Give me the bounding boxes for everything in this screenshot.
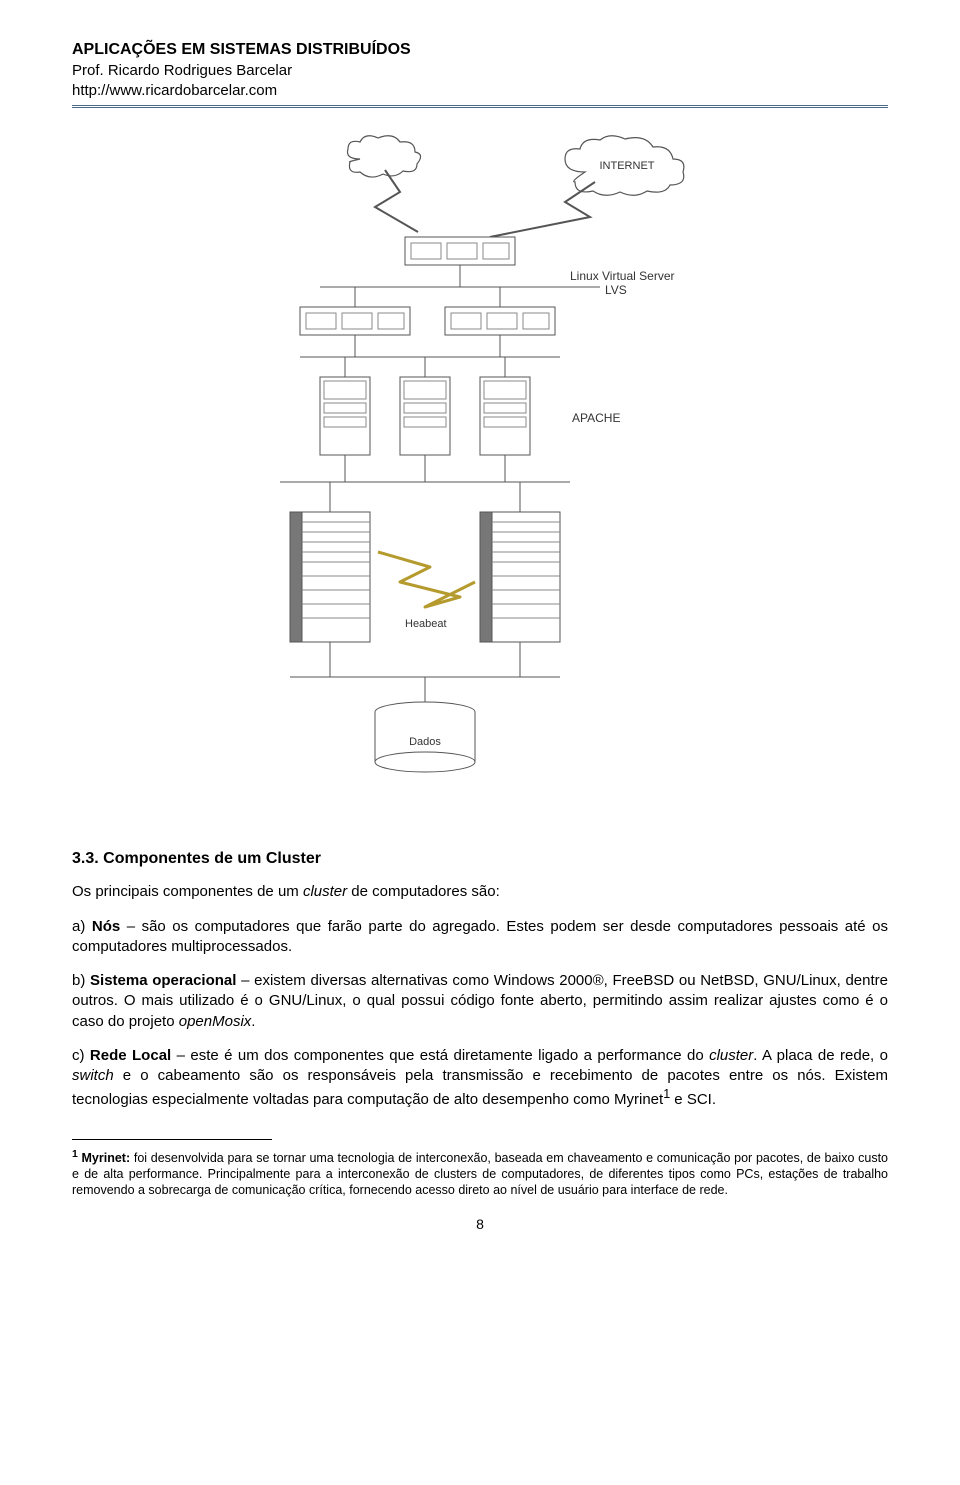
c-body1: – este é um dos componentes que está dir… xyxy=(171,1047,709,1064)
section-title: 3.3. Componentes de um Cluster xyxy=(72,850,888,868)
lvs-label-2: LVS xyxy=(605,283,627,297)
footnote-lead: Myrinet: xyxy=(78,1151,130,1165)
network-diagram: INTERNET Linux Virtual Server xyxy=(200,122,760,822)
a-term: Nós xyxy=(92,918,120,935)
diagram-container: INTERNET Linux Virtual Server xyxy=(72,122,888,822)
intro-text-a: Os principais componentes de um xyxy=(72,883,303,900)
b-openmosix: openMosix xyxy=(179,1013,252,1030)
document-page: APLICAÇÕES EM SISTEMAS DISTRIBUÍDOS Prof… xyxy=(0,0,960,1262)
page-number: 8 xyxy=(72,1216,888,1232)
c-body3: e o cabeamento são os responsáveis pela … xyxy=(72,1067,888,1108)
c-body2: . A placa de rede, o xyxy=(753,1047,888,1064)
item-a: a) Nós – são os computadores que farão p… xyxy=(72,917,888,958)
header-rule xyxy=(72,105,888,108)
intro-text-c: de computadores são: xyxy=(347,883,500,900)
c-body4: e SCI. xyxy=(670,1091,716,1108)
footnote: 1 Myrinet: foi desenvolvida para se torn… xyxy=(72,1148,888,1199)
header-title: APLICAÇÕES EM SISTEMAS DISTRIBUÍDOS xyxy=(72,40,888,61)
footnote-body: foi desenvolvida para se tornar uma tecn… xyxy=(72,1151,888,1198)
c-cluster: cluster xyxy=(709,1047,753,1064)
header-url: http://www.ricardobarcelar.com xyxy=(72,81,888,101)
intro-paragraph: Os principais componentes de um cluster … xyxy=(72,882,888,902)
header-author: Prof. Ricardo Rodrigues Barcelar xyxy=(72,61,888,81)
item-b: b) Sistema operacional – existem diversa… xyxy=(72,971,888,1032)
c-prefix: c) xyxy=(72,1047,90,1064)
intro-text-b: cluster xyxy=(303,883,347,900)
apache-label: APACHE xyxy=(572,411,620,425)
b-term: Sistema operacional xyxy=(90,972,236,989)
heabeat-label: Heabeat xyxy=(405,618,447,630)
lvs-label-1: Linux Virtual Server xyxy=(570,269,675,283)
internet-label: INTERNET xyxy=(600,160,655,172)
a-prefix: a) xyxy=(72,918,92,935)
a-body: – são os computadores que farão parte do… xyxy=(72,918,888,955)
footnote-rule xyxy=(72,1139,272,1140)
page-header: APLICAÇÕES EM SISTEMAS DISTRIBUÍDOS Prof… xyxy=(72,40,888,108)
b-prefix: b) xyxy=(72,972,90,989)
c-switch: switch xyxy=(72,1067,114,1084)
b-dot: . xyxy=(251,1013,255,1030)
dados-label: Dados xyxy=(409,736,441,748)
apache-servers xyxy=(320,377,530,455)
c-term: Rede Local xyxy=(90,1047,171,1064)
item-c: c) Rede Local – este é um dos componente… xyxy=(72,1046,888,1111)
